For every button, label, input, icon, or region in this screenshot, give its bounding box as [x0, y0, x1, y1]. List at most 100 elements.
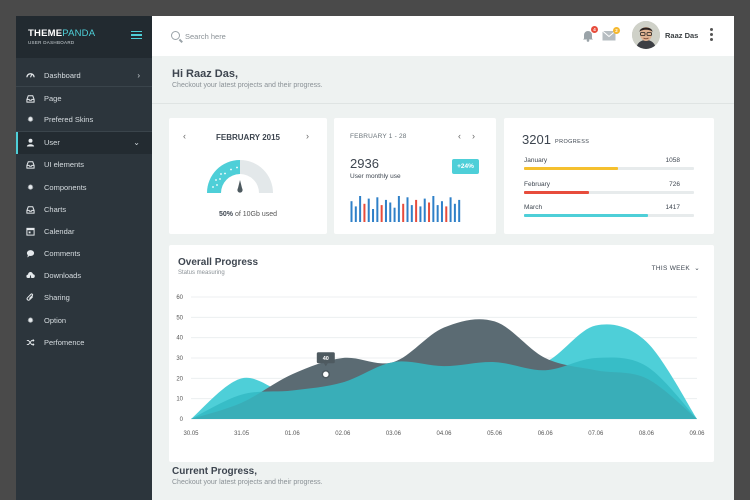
y-tick-label: 0 — [180, 417, 184, 423]
inbox-icon — [26, 205, 35, 214]
progress-bar — [524, 214, 649, 217]
bar — [389, 202, 392, 222]
avatar[interactable] — [632, 21, 660, 49]
change-badge: +24% — [452, 159, 479, 174]
x-tick-label: 05.06 — [487, 431, 503, 437]
bar — [350, 201, 353, 222]
sidebar-item-downloads[interactable]: Downloads — [16, 265, 152, 287]
sidebar-item-option[interactable]: ✹ Option — [16, 309, 152, 331]
sidebar-item-label: Calendar — [44, 226, 75, 236]
sidebar-item-label: Comments — [44, 249, 81, 259]
sidebar-item-label: Option — [44, 315, 67, 325]
bar — [428, 202, 431, 222]
annotation-tooltip — [316, 352, 335, 364]
greeting-subtitle: Checkout your latest projects and their … — [172, 82, 323, 89]
x-tick-label: 30.05 — [183, 431, 199, 437]
bar — [402, 203, 405, 222]
bar — [372, 209, 375, 222]
message-count-badge: 2 — [613, 27, 620, 34]
inbox-icon — [26, 160, 35, 169]
users-label: User monthly use — [350, 173, 401, 180]
progress-row-january: January 1058 — [524, 157, 694, 170]
progress-name: February — [524, 181, 551, 188]
sidebar-item-perfomence[interactable]: Perfomence — [16, 331, 152, 353]
sidebar-item-user[interactable]: User ⌄ — [16, 131, 152, 154]
x-tick-label: 07.06 — [588, 431, 604, 437]
sidebar-item-label: Prefered Skins — [44, 115, 94, 125]
brand-header: THEMEPANDA USER DASHBOARD — [16, 16, 152, 58]
user-name[interactable]: Raaz Das — [665, 31, 699, 40]
sidebar-item-label: Sharing — [44, 293, 70, 303]
bar — [436, 205, 439, 222]
bar — [415, 199, 418, 222]
overall-progress-card: Overall Progress Status measuring THIS W… — [169, 245, 714, 462]
progress-card: 3201 PROGRESS January 1058 February 726 Ma… — [504, 118, 714, 234]
notifications-bell[interactable]: 4 — [582, 26, 598, 42]
sidebar-item-sharing[interactable]: Sharing — [16, 287, 152, 309]
sidebar-item-components[interactable]: ✹ Components — [16, 176, 152, 198]
bar — [406, 197, 409, 222]
x-tick-label: 04.06 — [436, 431, 452, 437]
current-progress-subtitle: Checkout your latest projects and their … — [172, 479, 323, 486]
x-tick-label: 31.05 — [234, 431, 250, 437]
bar — [449, 197, 452, 222]
bell-icon — [583, 31, 593, 42]
brand-logo[interactable]: THEMEPANDA — [28, 28, 140, 39]
search-input[interactable] — [185, 29, 335, 43]
sidebar-item-label: Perfomence — [44, 337, 85, 347]
sidebar-nav: Dashboard › Page ✹ Prefered Skins User ⌄… — [16, 58, 152, 353]
sidebar-item-calendar[interactable]: Calendar — [16, 220, 152, 242]
sidebar-item-comments[interactable]: Comments — [16, 243, 152, 265]
chart-title: Overall Progress — [178, 257, 259, 268]
menu-toggle-icon[interactable] — [131, 31, 142, 39]
x-tick-label: 08.06 — [639, 431, 655, 437]
period-filter-label: THIS WEEK — [651, 265, 691, 272]
greeting-title: Hi Raaz Das, — [172, 68, 239, 80]
search-icon[interactable] — [171, 31, 180, 40]
monthly-use-bar-chart — [350, 196, 461, 222]
progress-name: January — [524, 157, 548, 164]
x-tick-label: 03.06 — [386, 431, 402, 437]
bar — [393, 207, 396, 222]
chevron-down-icon: ⌄ — [692, 265, 700, 272]
users-value: 2936 — [350, 156, 379, 171]
messages[interactable]: 2 — [602, 27, 620, 41]
sidebar-item-label: Dashboard — [44, 71, 81, 81]
y-tick-label: 30 — [176, 356, 183, 362]
next-month-button[interactable]: › — [306, 131, 309, 141]
bar — [432, 196, 435, 222]
sidebar-item-label: UI elements — [44, 160, 85, 170]
bar — [376, 197, 379, 222]
bar — [397, 196, 400, 222]
gauge-icon — [26, 71, 35, 80]
y-tick-label: 20 — [176, 376, 183, 382]
progress-label: PROGRESS — [555, 139, 590, 145]
calendar-icon — [26, 227, 35, 236]
brand-name-light: PANDA — [62, 28, 96, 39]
progress-total: 3201 — [522, 132, 551, 147]
sidebar-item-charts[interactable]: Charts — [16, 198, 152, 220]
progress-bar — [524, 191, 589, 194]
prev-month-button[interactable]: ‹ — [183, 131, 186, 141]
sidebar-item-dashboard[interactable]: Dashboard › — [16, 65, 152, 88]
date-range: FEBRUARY 1 - 28 — [350, 133, 407, 140]
bar — [363, 203, 366, 222]
sidebar-item-prefered-skins[interactable]: ✹ Prefered Skins — [16, 109, 152, 132]
bar — [440, 201, 443, 222]
period-filter-dropdown[interactable]: THIS WEEK ⌄ — [652, 264, 700, 272]
y-tick-label: 50 — [176, 315, 183, 321]
bar — [359, 196, 362, 222]
progress-value: 1058 — [665, 157, 680, 164]
topbar: 4 2 Raaz Das — [152, 16, 734, 56]
sidebar-item-page[interactable]: Page — [16, 87, 152, 109]
prev-range-button[interactable]: ‹ — [458, 131, 461, 141]
annotation-point[interactable] — [321, 370, 331, 379]
x-tick-label: 01.06 — [285, 431, 301, 437]
more-options-icon[interactable] — [710, 28, 713, 43]
storage-usage: 50% of 10Gb used — [169, 211, 327, 218]
sidebar-item-ui-elements[interactable]: UI elements — [16, 154, 152, 176]
next-range-button[interactable]: › — [472, 131, 475, 141]
cloud-download-icon — [26, 271, 35, 281]
chart-subtitle: Status measuring — [178, 270, 225, 276]
bar — [380, 205, 383, 222]
